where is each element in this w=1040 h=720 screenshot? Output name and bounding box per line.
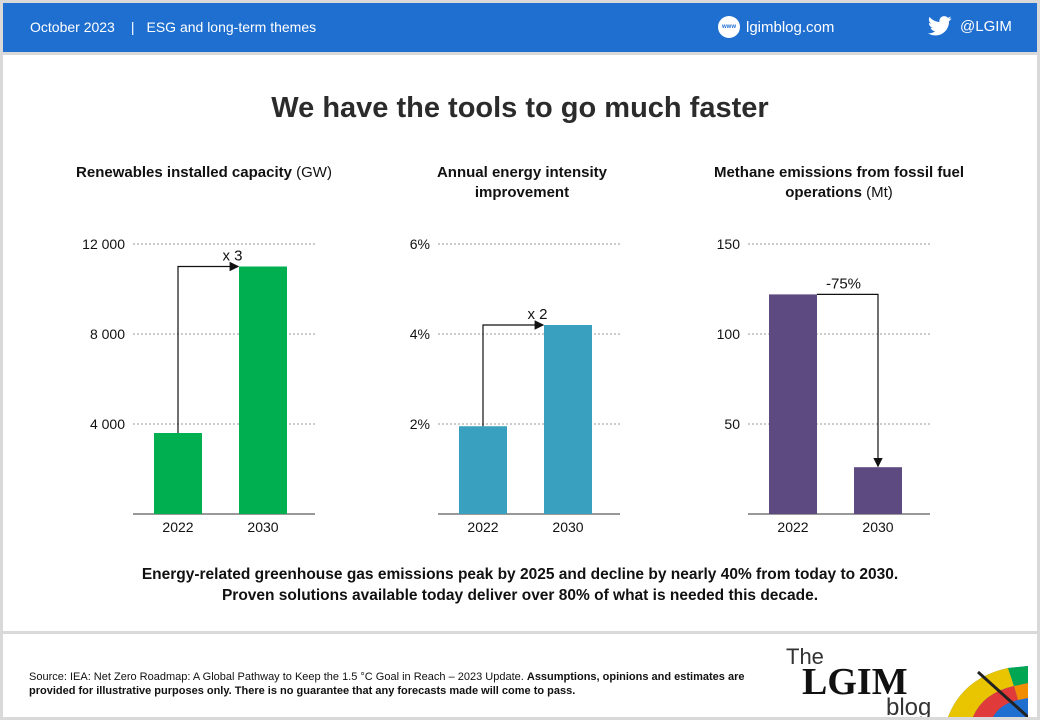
chart-title-methane: Methane emissions from fossil fuel opera… <box>709 163 969 203</box>
x-tick-label: 2030 <box>552 519 583 535</box>
growth-arrow <box>482 320 545 427</box>
twitter-link[interactable]: @LGIM <box>928 16 1012 36</box>
y-tick-label: 2% <box>410 416 430 432</box>
conclusion-text: Energy-related greenhouse gas emissions … <box>3 564 1037 606</box>
footer: Source: IEA: Net Zero Roadmap: A Global … <box>3 634 1037 717</box>
chart-title-text: Annual energy intensity improvement <box>436 164 608 201</box>
bar-2030 <box>239 266 287 514</box>
methane-bar-chart: 50 100 150 2022 2030 -75% <box>717 236 930 535</box>
bar-2022 <box>769 294 817 514</box>
site-label: lgimblog.com <box>746 18 835 36</box>
date-label: October 2023 <box>30 19 115 35</box>
y-tick-label: 150 <box>717 236 741 252</box>
twitter-handle: @LGIM <box>960 17 1012 35</box>
y-tick-label: 12 000 <box>82 236 125 252</box>
logo-blog: blog <box>886 694 931 717</box>
decline-arrow <box>817 293 883 468</box>
lgim-blog-logo: The LGIM blog <box>786 644 1028 717</box>
twitter-icon <box>928 16 952 36</box>
banner-left: October 2023 | ESG and long-term themes <box>30 19 316 35</box>
chart-title-text: Renewables installed capacity <box>76 164 292 181</box>
bar-2022 <box>154 433 202 514</box>
main-panel: We have the tools to go much faster Rene… <box>3 55 1037 631</box>
chart-title-text: Methane emissions from fossil fuel opera… <box>713 164 965 201</box>
x-tick-label: 2022 <box>467 519 498 535</box>
logo-the: The <box>786 644 824 669</box>
y-tick-label: 4 000 <box>90 416 125 432</box>
umbrella-icon <box>948 666 1028 717</box>
disclaimer-text: Assumptions, opinions and estimates are … <box>29 671 745 697</box>
y-tick-label: 6% <box>410 236 430 252</box>
separator: | <box>130 19 135 35</box>
chart-title-unit: (Mt) <box>866 184 893 201</box>
bar-2022 <box>459 426 507 514</box>
conclusion-line-1: Energy-related greenhouse gas emissions … <box>141 566 899 583</box>
y-tick-label: 4% <box>410 326 430 342</box>
bar-2030 <box>544 325 592 514</box>
logo-lgim: LGIM <box>802 661 908 703</box>
section-link[interactable]: ESG and long-term themes <box>146 19 317 35</box>
y-tick-label: 8 000 <box>90 326 125 342</box>
x-tick-label: 2022 <box>162 519 193 535</box>
site-link[interactable]: www lgimblog.com <box>718 16 834 38</box>
page-title: We have the tools to go much faster <box>271 92 769 124</box>
source-note: Source: IEA: Net Zero Roadmap: A Global … <box>29 670 749 698</box>
y-tick-label: 100 <box>717 326 741 342</box>
y-tick-label: 50 <box>724 416 740 432</box>
chart-title-unit: (GW) <box>296 164 332 181</box>
top-banner: October 2023 | ESG and long-term themes ww… <box>3 3 1037 52</box>
x-tick-label: 2030 <box>862 519 893 535</box>
energy-intensity-bar-chart: 2% 4% 6% 2022 2030 x 2 <box>410 236 620 535</box>
source-text: Source: IEA: Net Zero Roadmap: A Global … <box>29 671 524 683</box>
bar-2030 <box>854 467 902 514</box>
arrow-annotation: x 3 <box>222 248 242 265</box>
growth-arrow <box>177 261 240 433</box>
renewables-bar-chart: 4 000 8 000 12 000 2022 2030 x 3 <box>82 236 315 535</box>
arrow-annotation: -75% <box>826 275 861 292</box>
conclusion-line-2: Proven solutions available today deliver… <box>221 587 819 604</box>
x-tick-label: 2022 <box>777 519 808 535</box>
chart-title-intensity: Annual energy intensity improvement <box>392 163 652 203</box>
chart-title-renewables: Renewables installed capacity (GW) <box>74 163 334 183</box>
arrow-annotation: x 2 <box>527 306 547 323</box>
x-tick-label: 2030 <box>247 519 278 535</box>
globe-icon: www <box>718 16 740 38</box>
